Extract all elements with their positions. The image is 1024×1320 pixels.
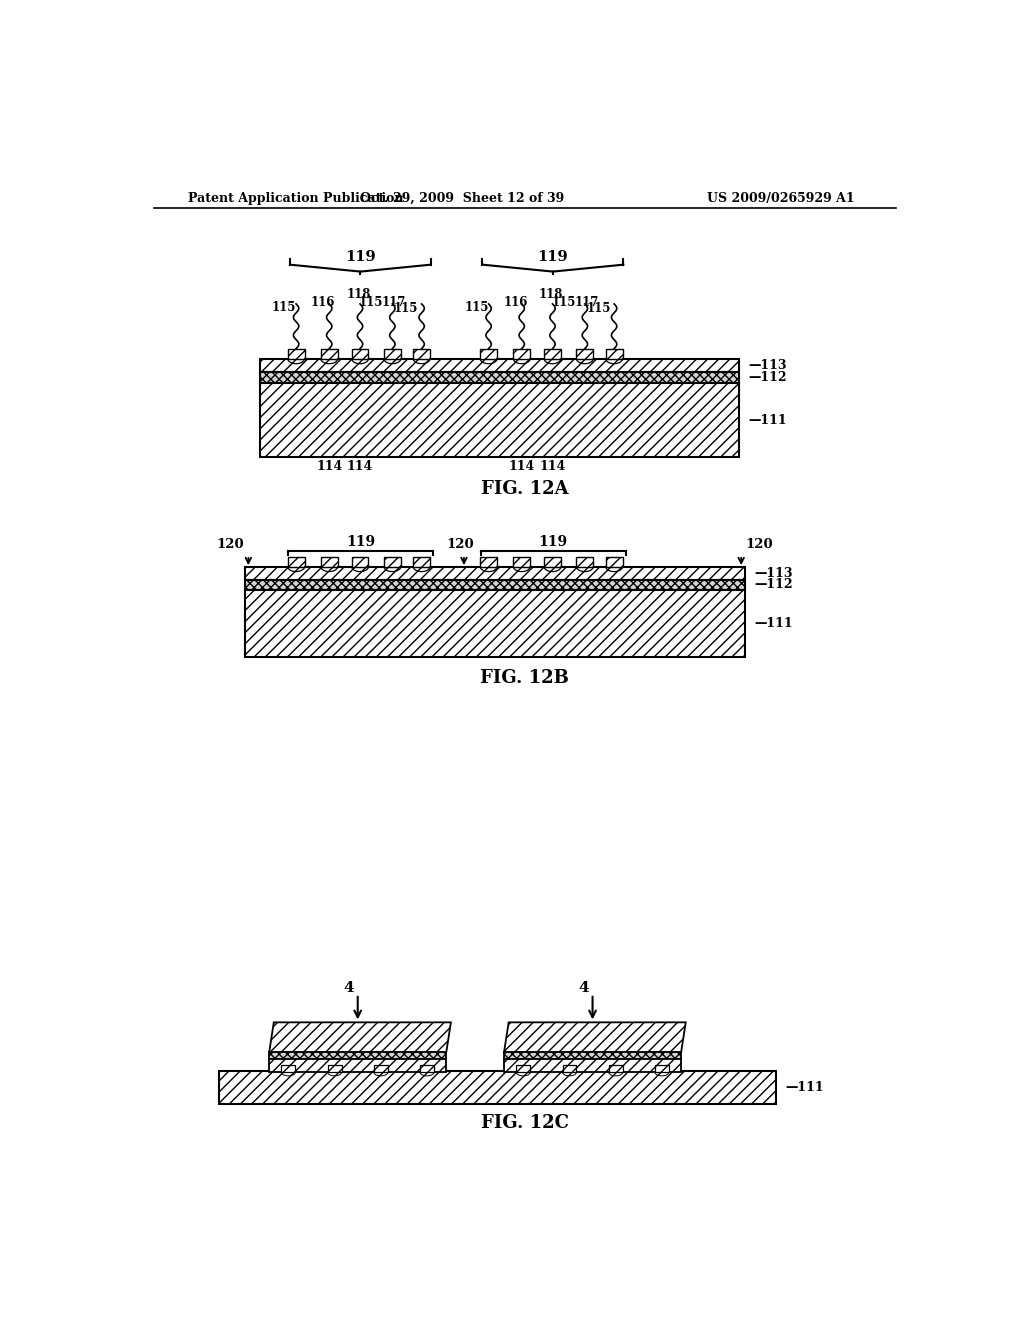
Polygon shape — [269, 1052, 446, 1059]
Text: —112: —112 — [755, 578, 793, 591]
Text: 4: 4 — [578, 981, 589, 995]
Text: 115: 115 — [464, 301, 488, 314]
Bar — [321, 557, 338, 566]
Bar — [321, 348, 338, 359]
Bar — [219, 1071, 776, 1104]
Text: 120: 120 — [446, 539, 474, 552]
Text: 114: 114 — [316, 459, 342, 473]
Text: Oct. 29, 2009  Sheet 12 of 39: Oct. 29, 2009 Sheet 12 of 39 — [359, 191, 564, 205]
Bar — [245, 566, 745, 581]
Text: FIG. 12B: FIG. 12B — [480, 669, 569, 688]
Bar — [288, 348, 304, 359]
Text: 119: 119 — [539, 535, 568, 549]
Bar — [480, 348, 497, 359]
Text: FIG. 12A: FIG. 12A — [481, 480, 568, 499]
Text: 115: 115 — [271, 301, 296, 314]
Text: —113: —113 — [755, 566, 793, 579]
Text: 118: 118 — [539, 288, 563, 301]
Text: FIG. 12C: FIG. 12C — [481, 1114, 568, 1133]
Text: 120: 120 — [745, 539, 773, 552]
Bar — [513, 557, 530, 566]
Text: US 2009/0265929 A1: US 2009/0265929 A1 — [707, 191, 854, 205]
Bar — [544, 557, 561, 566]
Text: 114: 114 — [347, 459, 373, 473]
Bar — [480, 557, 497, 566]
Text: 115: 115 — [358, 296, 383, 309]
Text: —112: —112 — [749, 371, 786, 384]
Text: 117: 117 — [574, 296, 599, 309]
Text: —111: —111 — [755, 616, 793, 630]
Text: Patent Application Publication: Patent Application Publication — [188, 191, 403, 205]
Bar — [288, 557, 304, 566]
Bar — [260, 359, 739, 372]
Text: 119: 119 — [345, 249, 376, 264]
Bar — [351, 348, 369, 359]
Bar — [608, 1065, 623, 1072]
Bar — [413, 557, 430, 566]
Bar — [562, 1065, 577, 1072]
Text: 119: 119 — [346, 535, 376, 549]
Bar — [282, 1065, 295, 1072]
Text: 114: 114 — [509, 459, 535, 473]
Bar — [513, 348, 530, 359]
Bar — [260, 372, 739, 383]
Bar — [605, 348, 623, 359]
Text: 117: 117 — [382, 296, 407, 309]
Bar — [605, 557, 623, 566]
Bar — [413, 348, 430, 359]
Text: 4: 4 — [343, 981, 353, 995]
Polygon shape — [504, 1059, 681, 1072]
Bar — [384, 557, 400, 566]
Bar — [260, 383, 739, 457]
Bar — [245, 590, 745, 657]
Bar — [384, 348, 400, 359]
Polygon shape — [269, 1059, 446, 1072]
Text: 115: 115 — [394, 302, 419, 315]
Text: 116: 116 — [311, 296, 335, 309]
Bar — [374, 1065, 388, 1072]
Bar — [577, 348, 593, 359]
Bar — [245, 581, 745, 590]
Text: —111: —111 — [785, 1081, 823, 1094]
Bar — [655, 1065, 669, 1072]
Bar — [516, 1065, 530, 1072]
Text: 115: 115 — [551, 296, 575, 309]
Bar — [328, 1065, 342, 1072]
Polygon shape — [504, 1052, 681, 1059]
Bar — [420, 1065, 434, 1072]
Bar — [544, 348, 561, 359]
Text: 115: 115 — [587, 302, 611, 315]
Text: 119: 119 — [538, 249, 568, 264]
Text: —111: —111 — [749, 413, 786, 426]
Bar — [577, 557, 593, 566]
Text: —113: —113 — [749, 359, 786, 372]
Text: 118: 118 — [346, 288, 371, 301]
Text: 114: 114 — [540, 459, 565, 473]
Text: 120: 120 — [217, 539, 245, 552]
Text: 116: 116 — [504, 296, 527, 309]
Polygon shape — [504, 1022, 686, 1052]
Bar — [351, 557, 369, 566]
Polygon shape — [269, 1022, 451, 1052]
